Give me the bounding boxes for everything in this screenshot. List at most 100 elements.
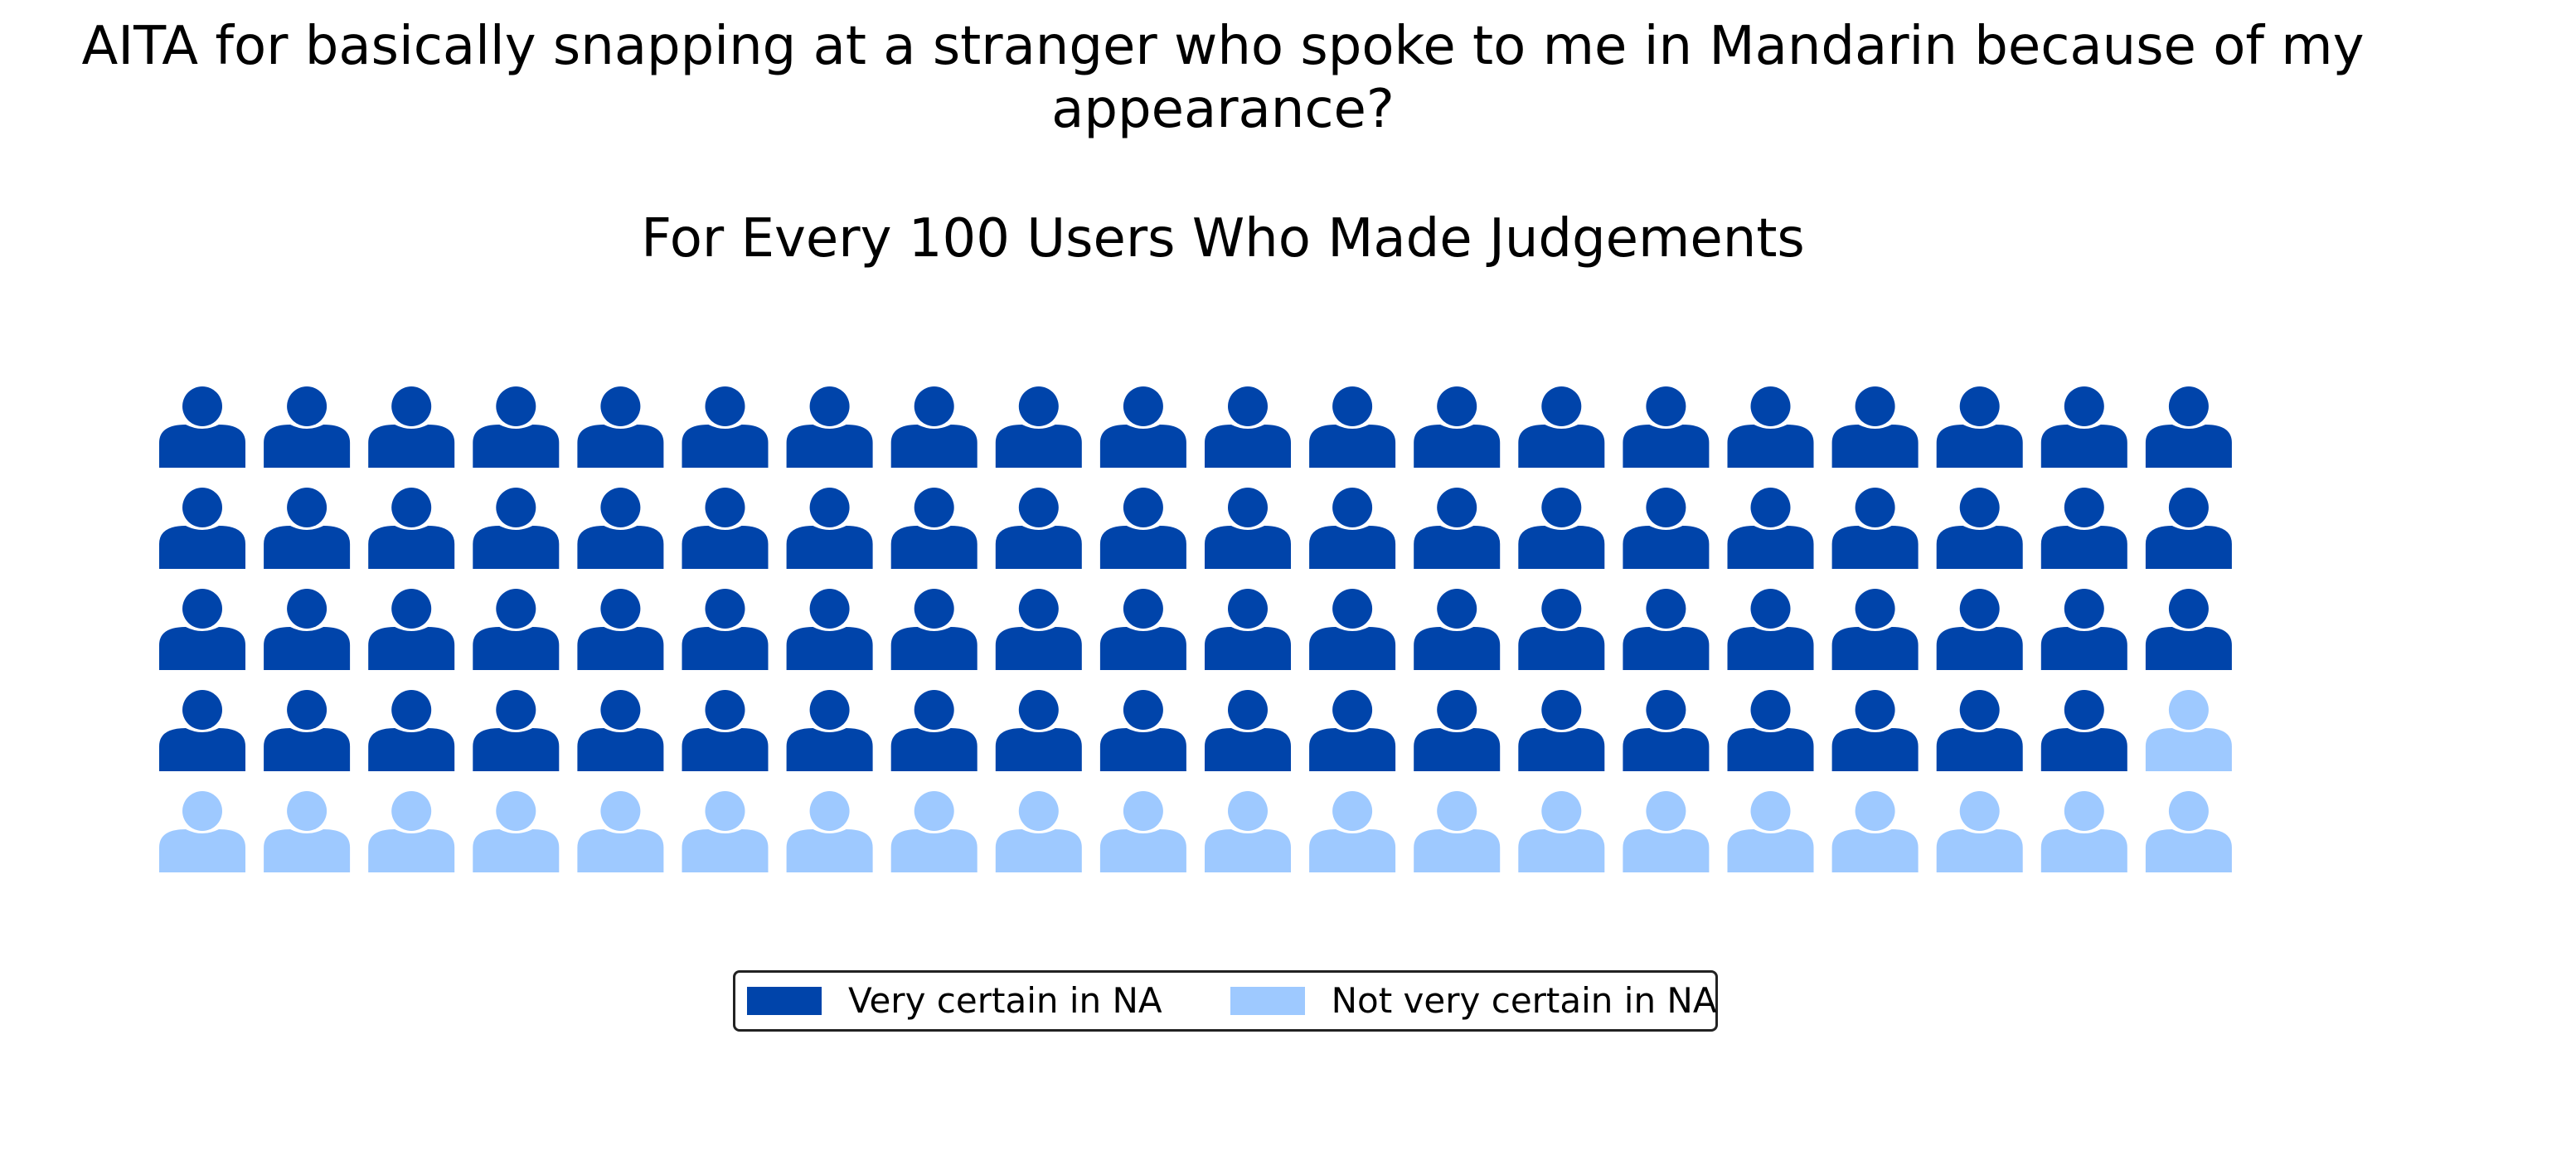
person-icon: [1623, 791, 1710, 872]
person-icon: [682, 791, 769, 872]
chart-subtitle: For Every 100 Users Who Made Judgements: [641, 208, 1805, 270]
person-icon: [264, 488, 351, 569]
person-icon: [159, 386, 245, 468]
person-icon: [890, 791, 978, 872]
person-icon: [1414, 791, 1501, 872]
person-icon: [1205, 386, 1291, 468]
person-icon: [2145, 589, 2232, 670]
person-icon: [1727, 488, 1814, 569]
person-icon: [995, 589, 1082, 670]
person-icon: [1099, 791, 1186, 872]
person-icon: [1099, 690, 1186, 771]
person-icon: [1831, 690, 1919, 771]
person-icon: [1727, 589, 1814, 670]
person-icon: [786, 791, 873, 872]
person-icon: [2145, 791, 2232, 872]
person-icon: [1309, 589, 1396, 670]
person-icon: [786, 488, 873, 569]
person-icon: [1309, 690, 1396, 771]
person-icon: [264, 791, 351, 872]
person-icon: [2040, 791, 2127, 872]
person-icon: [995, 488, 1082, 569]
person-icon: [1831, 386, 1919, 468]
person-icon: [1727, 386, 1814, 468]
person-icon: [2040, 690, 2127, 771]
person-icon: [786, 386, 873, 468]
person-icon: [2145, 690, 2232, 771]
person-icon: [786, 589, 873, 670]
person-icon: [1099, 589, 1186, 670]
person-icon: [1727, 690, 1814, 771]
person-icon: [1518, 488, 1605, 569]
person-icon: [368, 589, 455, 670]
person-icon: [473, 488, 560, 569]
legend-label-very-certain: Very certain in NA: [848, 980, 1162, 1021]
legend-item-not-very-certain: Not very certain in NA: [1230, 981, 1717, 1021]
person-icon: [2040, 488, 2127, 569]
person-icon: [264, 690, 351, 771]
person-icon: [995, 690, 1082, 771]
chart-title: AITA for basically snapping at a strange…: [81, 16, 2365, 140]
person-icon: [1205, 488, 1291, 569]
person-icon: [1414, 690, 1501, 771]
person-icon: [159, 589, 245, 670]
person-icon: [159, 690, 245, 771]
person-icon: [1518, 791, 1605, 872]
person-icon: [577, 386, 664, 468]
person-icon: [786, 690, 873, 771]
person-icon: [577, 589, 664, 670]
person-icon: [682, 589, 769, 670]
person-icon: [1309, 386, 1396, 468]
person-icon: [890, 589, 978, 670]
person-icon: [2040, 386, 2127, 468]
person-icon: [1205, 791, 1291, 872]
person-icon: [890, 488, 978, 569]
person-icon: [1309, 791, 1396, 872]
person-icon: [1414, 386, 1501, 468]
person-icon: [995, 791, 1082, 872]
person-icon: [2040, 589, 2127, 670]
person-icon: [159, 488, 245, 569]
person-icon: [1205, 690, 1291, 771]
person-icon: [368, 690, 455, 771]
person-icon: [368, 386, 455, 468]
person-icon: [682, 488, 769, 569]
legend-swatch-very-certain: [747, 987, 822, 1015]
person-icon: [1309, 488, 1396, 569]
chart-legend: Very certain in NA Not very certain in N…: [733, 970, 1718, 1032]
person-icon: [1831, 488, 1919, 569]
person-icon: [1936, 488, 2023, 569]
person-icon: [473, 791, 560, 872]
person-icon: [1727, 791, 1814, 872]
person-icon: [577, 791, 664, 872]
person-icon: [995, 386, 1082, 468]
legend-item-very-certain: Very certain in NA: [747, 981, 1162, 1021]
person-icon: [473, 386, 560, 468]
person-icon: [1414, 589, 1501, 670]
person-icon: [890, 690, 978, 771]
legend-label-not-very-certain: Not very certain in NA: [1331, 980, 1717, 1021]
person-icon: [1831, 589, 1919, 670]
person-icon: [1936, 791, 2023, 872]
person-icon: [890, 386, 978, 468]
person-icon: [1623, 690, 1710, 771]
person-icon: [1623, 488, 1710, 569]
person-icon: [682, 386, 769, 468]
person-icon: [577, 690, 664, 771]
person-icon: [2145, 488, 2232, 569]
legend-swatch-not-very-certain: [1230, 987, 1305, 1015]
person-icon: [682, 690, 769, 771]
person-icon: [1936, 690, 2023, 771]
person-icon: [577, 488, 664, 569]
person-icon: [264, 386, 351, 468]
person-icon: [368, 791, 455, 872]
person-icon: [1518, 589, 1605, 670]
person-icon: [473, 589, 560, 670]
person-icon: [1623, 386, 1710, 468]
person-icon: [1518, 386, 1605, 468]
person-icon: [1099, 488, 1186, 569]
person-icon: [1099, 386, 1186, 468]
person-icon: [2145, 386, 2232, 468]
person-icon: [1936, 589, 2023, 670]
